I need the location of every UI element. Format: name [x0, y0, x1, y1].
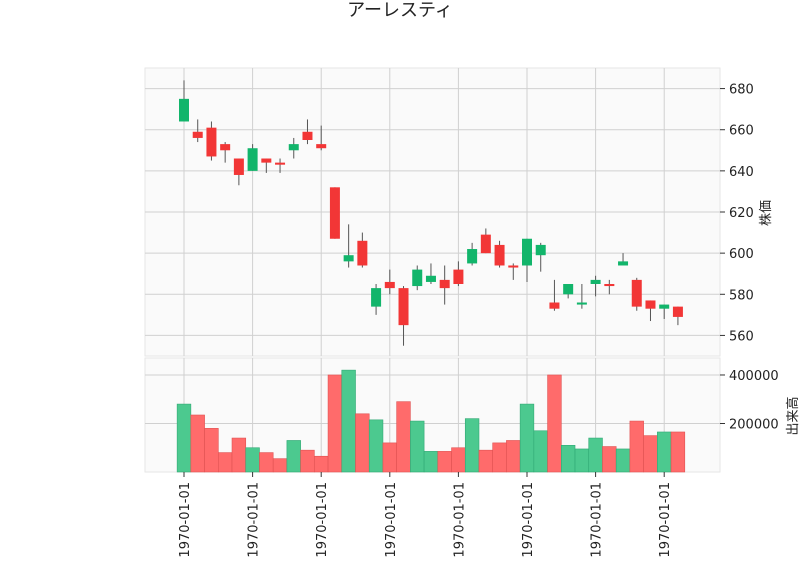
- candle-body: [192, 131, 203, 138]
- volume-bar: [204, 428, 219, 473]
- candle-body: [288, 144, 299, 151]
- volume-bar: [245, 447, 260, 473]
- volume-bar: [176, 403, 192, 473]
- chart-title: アーレスティ: [347, 0, 453, 21]
- x-tick-label: 1970-01-01: [521, 482, 536, 558]
- volume-axis-label: 出来高: [785, 396, 800, 435]
- price-tick-label: 680: [729, 83, 754, 98]
- candle-body: [549, 302, 560, 309]
- volume-bar: [314, 455, 329, 473]
- volume-bar: [643, 435, 658, 473]
- x-tick-label: 1970-01-01: [452, 482, 467, 558]
- candle-body: [618, 261, 629, 266]
- candle-body: [645, 300, 656, 309]
- x-tick-label: 1970-01-01: [590, 482, 605, 558]
- volume-bar: [368, 419, 384, 473]
- candle-body: [508, 265, 519, 268]
- volume-bar: [423, 451, 439, 473]
- candle-body: [302, 131, 313, 140]
- candle-body: [467, 249, 478, 264]
- candle-body: [247, 148, 258, 171]
- candle-body: [659, 304, 670, 309]
- candle-body: [398, 288, 409, 326]
- volume-bar: [478, 449, 494, 473]
- volume-bar: [341, 369, 356, 473]
- candle-body: [371, 288, 382, 307]
- volume-bar: [506, 440, 521, 473]
- candles: [179, 80, 683, 346]
- volume-bar: [670, 431, 686, 473]
- volume-bar: [547, 374, 562, 473]
- x-tick-label: 1970-01-01: [247, 482, 262, 558]
- volume-tick-label: 400000: [729, 369, 779, 384]
- volume-bar: [396, 401, 411, 473]
- price-tick-label: 640: [729, 165, 754, 180]
- candle-body: [425, 275, 436, 282]
- candle-body: [261, 158, 272, 163]
- price-tick-label: 660: [729, 124, 754, 139]
- candle-body: [275, 162, 286, 165]
- volume-bar: [231, 437, 247, 473]
- volume-bar: [218, 452, 233, 473]
- volume-bar: [492, 442, 507, 473]
- volume-bar: [602, 446, 617, 473]
- candle-body: [590, 279, 601, 284]
- volume-bar: [300, 449, 315, 473]
- axes: 560 580 600 620 640 660 680 200000 400000 1970-01…: [178, 83, 779, 558]
- candle-body: [604, 284, 615, 287]
- volume-bar: [560, 445, 576, 473]
- price-tick-label: 560: [729, 329, 754, 344]
- candle-body: [233, 158, 244, 175]
- price-tick-label: 580: [729, 288, 754, 303]
- volume-bar: [437, 451, 452, 473]
- volume-bar: [588, 437, 603, 473]
- candle-body: [343, 255, 354, 262]
- candle-body: [631, 279, 642, 307]
- candle-body: [329, 187, 340, 239]
- volume-bar: [355, 413, 370, 473]
- volume-bar: [410, 420, 425, 473]
- candle-body: [453, 269, 464, 284]
- candle-body: [672, 306, 683, 317]
- x-tick-label: 1970-01-01: [658, 482, 673, 558]
- volume-bar: [382, 442, 397, 473]
- candle-body: [480, 234, 491, 254]
- candle-body: [576, 302, 587, 305]
- x-tick-label: 1970-01-01: [315, 482, 330, 558]
- candle-body: [220, 144, 231, 151]
- grid-lines: [145, 68, 720, 472]
- candle-body: [522, 238, 532, 266]
- volume-bar: [327, 374, 343, 473]
- candle-body: [439, 279, 450, 289]
- volume-bar: [464, 418, 480, 473]
- candle-body: [316, 144, 327, 149]
- volume-bar: [259, 452, 274, 473]
- price-tick-label: 600: [729, 247, 754, 262]
- price-axis-label: 株価: [759, 200, 774, 226]
- candle-body: [494, 244, 505, 266]
- volume-bar: [519, 403, 535, 473]
- candle-body: [412, 269, 423, 287]
- volume-bar: [629, 420, 644, 473]
- volume-bar: [272, 458, 288, 473]
- volume-bars: [176, 369, 686, 473]
- candle-body: [384, 281, 395, 289]
- volume-bar: [657, 431, 672, 473]
- volume-bar: [451, 447, 466, 473]
- candle-body: [535, 244, 546, 256]
- price-tick-label: 620: [729, 206, 754, 221]
- candle-body: [179, 98, 189, 122]
- x-tick-label: 1970-01-01: [384, 482, 399, 558]
- volume-bar: [286, 440, 301, 473]
- volume-tick-label: 200000: [729, 417, 779, 432]
- volume-bar: [533, 430, 548, 473]
- candle-body: [206, 127, 217, 157]
- x-tick-label: 1970-01-01: [178, 482, 193, 558]
- volume-bar: [190, 414, 205, 473]
- candle-body: [563, 284, 574, 295]
- candle-body: [357, 240, 368, 266]
- volume-bar: [615, 448, 631, 473]
- volume-bar: [574, 448, 590, 473]
